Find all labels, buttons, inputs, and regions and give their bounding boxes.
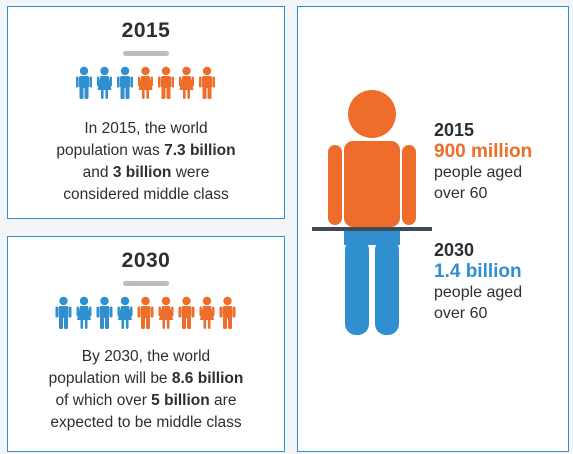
- description-2030: By 2030, the world population will be 8.…: [8, 346, 284, 434]
- figure-arm-right: [402, 145, 416, 225]
- stat-line-2: over 60: [434, 185, 488, 202]
- stat-value: 1.4 billion: [434, 261, 522, 282]
- population-value: 8.6 billion: [171, 370, 244, 387]
- figure-arm-left: [328, 145, 342, 225]
- stat-line-2: over 60: [434, 305, 488, 322]
- male-person-icon: [219, 296, 236, 329]
- divider-bar: [123, 51, 169, 56]
- female-person-icon: [76, 296, 92, 329]
- description-line-1: By 2030, the world: [81, 348, 211, 365]
- female-person-icon: [199, 296, 215, 329]
- male-person-icon: [158, 66, 174, 99]
- stat-line-1: people aged: [434, 164, 523, 181]
- figure-head: [348, 90, 396, 138]
- female-person-icon: [97, 66, 112, 99]
- stat-2015: 2015 900 million people aged over 60: [434, 120, 532, 204]
- description-line-4: expected to be middle class: [50, 414, 242, 431]
- male-person-icon: [76, 66, 92, 99]
- panel-2015: 2015 In 2015, the world population was 7…: [7, 6, 285, 219]
- female-person-icon: [158, 296, 174, 329]
- stat-value: 900 million: [434, 141, 533, 162]
- population-value: 7.3 billion: [164, 142, 236, 159]
- male-person-icon: [178, 296, 195, 329]
- male-person-icon: [55, 296, 72, 329]
- male-person-icon: [137, 296, 154, 329]
- male-person-icon: [117, 66, 133, 99]
- stat-2030: 2030 1.4 billion people aged over 60: [434, 240, 522, 324]
- stat-line-1: people aged: [434, 284, 523, 301]
- description-line-3: of which over 5 billion are: [55, 392, 237, 409]
- female-person-icon: [179, 66, 194, 99]
- population-figures-2030: [55, 296, 236, 329]
- divider-bar: [123, 281, 169, 286]
- figure-torso: [344, 141, 400, 227]
- description-line-2: population was 7.3 billion: [56, 142, 236, 159]
- male-person-icon: [199, 66, 215, 99]
- year-heading-2030: 2030: [121, 249, 171, 272]
- stat-year: 2030: [434, 240, 475, 260]
- male-person-icon: [96, 296, 113, 329]
- figure-leg-right: [375, 239, 399, 335]
- panel-2030: 2030 By 2030, the world population will …: [7, 236, 285, 452]
- divider-line: [312, 227, 432, 231]
- description-line-4: considered middle class: [63, 186, 229, 203]
- panel-aging-population: 2015 900 million people aged over 60 203…: [297, 6, 569, 452]
- description-line-3: and 3 billion were: [82, 164, 210, 181]
- year-heading-2015: 2015: [121, 19, 171, 42]
- description-2015: In 2015, the world population was 7.3 bi…: [8, 118, 284, 206]
- population-figures-2015: [76, 66, 215, 99]
- description-line-2: population will be 8.6 billion: [48, 370, 244, 387]
- middle-class-value: 3 billion: [112, 164, 172, 181]
- figure-leg-left: [345, 239, 369, 335]
- description-line-1: In 2015, the world: [84, 120, 208, 137]
- middle-class-value: 5 billion: [151, 392, 210, 409]
- female-person-icon: [117, 296, 133, 329]
- stat-year: 2015: [434, 120, 475, 140]
- female-person-icon: [138, 66, 153, 99]
- person-figure-icon: [312, 90, 432, 335]
